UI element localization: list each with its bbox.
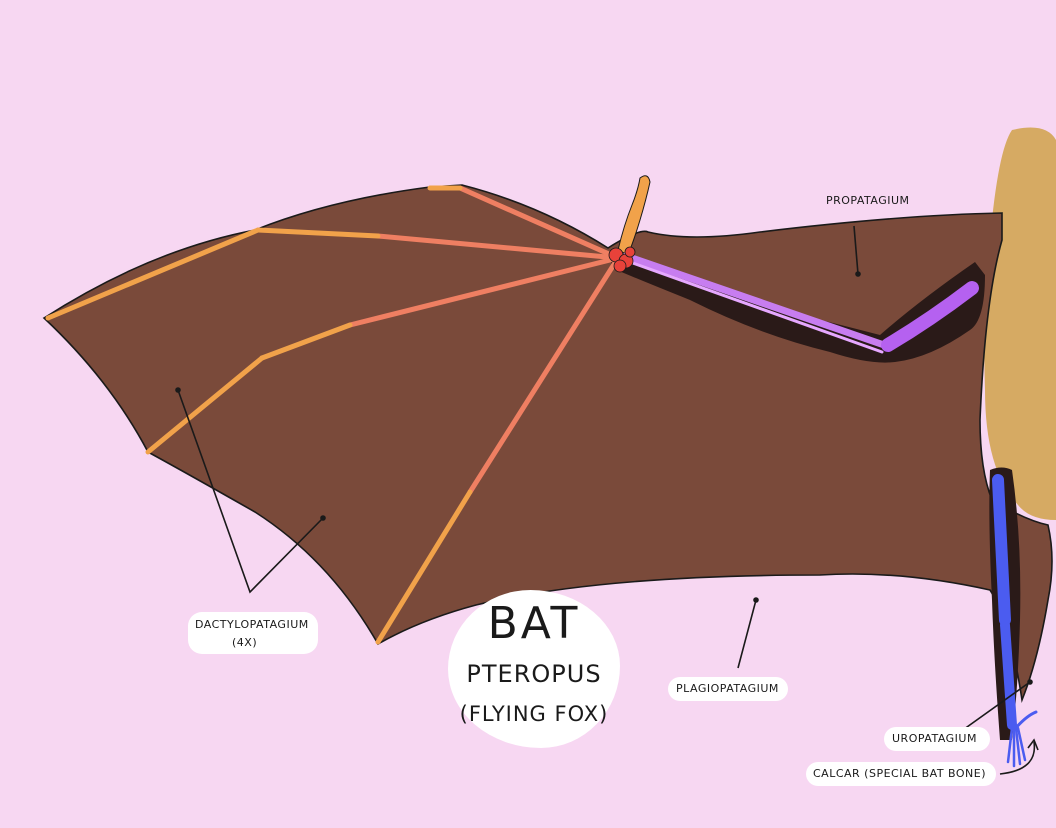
carpal-bones bbox=[608, 246, 636, 273]
plagiopatagium-label-bg bbox=[668, 677, 788, 701]
dactylopatagium-count: (4X) bbox=[232, 636, 258, 649]
plagiopatagium-label: PLAGIOPATAGIUM bbox=[676, 682, 779, 695]
uropatagium-label: UROPATAGIUM bbox=[892, 732, 977, 745]
calcar-label: CALCAR (SPECIAL BAT BONE) bbox=[813, 767, 987, 780]
tibia-bone bbox=[1000, 620, 1017, 730]
calcar-label-bg bbox=[806, 762, 996, 786]
finger-3 bbox=[45, 227, 621, 321]
calcar-bone bbox=[1012, 710, 1038, 732]
thumb-bone bbox=[617, 175, 651, 256]
bat-body bbox=[984, 127, 1056, 521]
femur-bone bbox=[992, 474, 1011, 626]
dactylopatagium-label-bg bbox=[188, 612, 318, 654]
forearm-bone bbox=[622, 252, 888, 349]
finger-4 bbox=[145, 255, 621, 455]
foot-bones bbox=[1006, 726, 1027, 768]
title-main: BAT bbox=[487, 598, 581, 649]
uropatagium-label-bg bbox=[884, 727, 990, 751]
radius-bone bbox=[628, 260, 884, 354]
finger-5 bbox=[375, 255, 621, 645]
title-common: (FLYING FOX) bbox=[459, 702, 609, 726]
title-genus: PTEROPUS bbox=[466, 660, 602, 688]
finger-2 bbox=[427, 185, 621, 261]
dactylopatagium-label: DACTYLOPATAGIUM bbox=[195, 618, 309, 631]
leader-lines bbox=[175, 225, 1039, 775]
propatagium-label: PROPATAGIUM bbox=[826, 194, 910, 207]
title-blob bbox=[448, 590, 620, 748]
humerus-bone bbox=[881, 281, 979, 352]
